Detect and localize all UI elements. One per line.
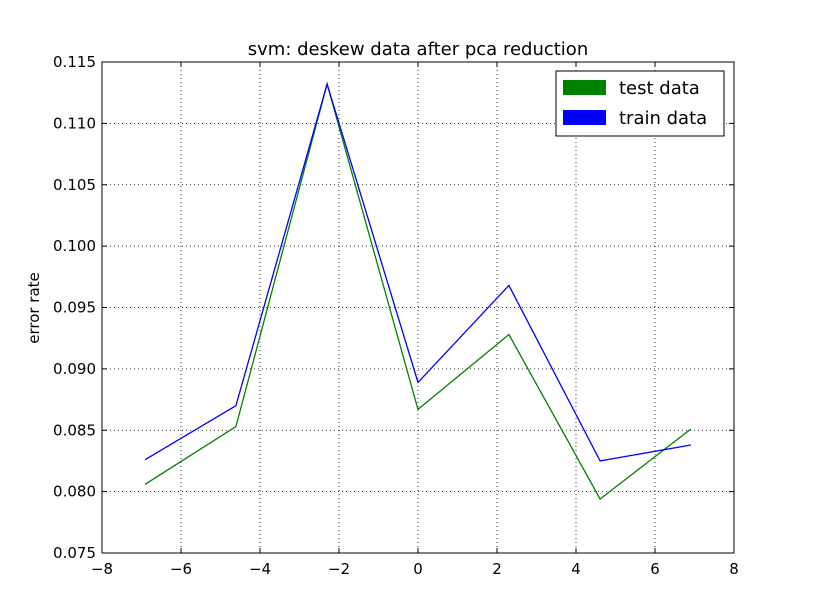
y-tick-label: 0.085 — [53, 421, 96, 439]
legend-label-train-data: train data — [619, 108, 707, 129]
axis-ticks — [101, 61, 735, 554]
chart-title: svm: deskew data after pca reduction — [248, 39, 588, 60]
x-axis-tick-labels: −8 −6 −4 −2 0 2 4 6 8 — [91, 560, 739, 578]
x-tick-label: −4 — [249, 560, 271, 578]
y-tick-label: 0.075 — [53, 544, 96, 562]
x-tick-label: 0 — [413, 560, 423, 578]
y-tick-label: 0.090 — [53, 360, 96, 378]
y-tick-label: 0.080 — [53, 483, 96, 501]
x-tick-label: −8 — [91, 560, 113, 578]
legend-swatch-train-data — [563, 110, 606, 125]
y-tick-label: 0.115 — [53, 53, 96, 71]
x-tick-label: −6 — [170, 560, 192, 578]
legend-swatch-test-data — [563, 80, 606, 95]
legend: test data train data — [555, 70, 725, 137]
series-line-test-data — [144, 81, 692, 500]
y-tick-label: 0.105 — [53, 176, 96, 194]
y-axis-tick-labels: 0.075 0.080 0.085 0.090 0.095 0.100 0.105 0.110… — [53, 53, 96, 562]
y-tick-label: 0.110 — [53, 114, 96, 132]
x-tick-label: 4 — [571, 560, 581, 578]
x-tick-label: −2 — [328, 560, 350, 578]
y-axis-label: error rate — [25, 272, 43, 344]
x-tick-label: 6 — [650, 560, 660, 578]
series-line-train-data — [144, 81, 692, 462]
x-tick-label: 8 — [729, 560, 739, 578]
series-layer — [144, 81, 692, 500]
legend-label-test-data: test data — [619, 78, 700, 99]
y-tick-label: 0.100 — [53, 237, 96, 255]
x-tick-label: 2 — [492, 560, 502, 578]
y-tick-label: 0.095 — [53, 299, 96, 317]
